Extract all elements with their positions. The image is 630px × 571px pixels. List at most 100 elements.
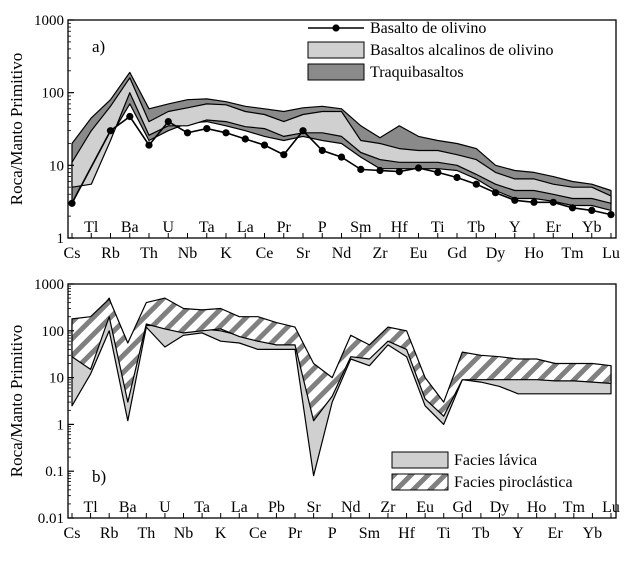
x-tick-label-Hf: Hf [391, 219, 409, 236]
data-point-Ho [530, 198, 538, 206]
x-tick-label-Sr: Sr [296, 245, 311, 262]
data-point-Nb [183, 129, 192, 137]
legend-band-swatch [391, 473, 449, 491]
x-tick-label-Dy: Dy [490, 499, 510, 516]
y-tick-label: 100 [42, 86, 65, 102]
legend-band-swatch [307, 63, 365, 81]
y-tick-label: 10 [49, 371, 64, 387]
y-tick-label: 10 [49, 158, 64, 174]
x-tick-label-Nb: Nb [178, 245, 198, 262]
x-tick-label-Pr: Pr [277, 219, 292, 236]
x-tick-label-Sr: Sr [307, 499, 322, 516]
band-2 [71, 297, 612, 422]
data-point-Ti [434, 168, 442, 176]
data-point-Cs [68, 199, 76, 207]
x-tick-label-La: La [237, 219, 254, 236]
data-point-Tb [472, 180, 480, 188]
series-line [71, 115, 612, 216]
data-point-K [222, 129, 230, 137]
x-tick-label-Tb: Tb [467, 219, 485, 236]
x-tick-label-Pr: Pr [288, 525, 303, 542]
panel-label: a) [92, 37, 105, 56]
x-tick-label-Gd: Gd [447, 245, 467, 262]
data-point-Sm [357, 165, 365, 173]
data-point-Tm [568, 204, 577, 212]
band-2 [71, 77, 612, 204]
y-tick-label: 0.1 [45, 464, 64, 480]
legend: Basalto de olivino Basaltos alcalinos de … [307, 20, 554, 81]
x-tick-label-K: K [220, 245, 232, 262]
x-tick-label-Rb: Rb [101, 245, 120, 262]
x-tick-label-Er: Er [546, 219, 562, 236]
x-tick-label-Ba: Ba [119, 499, 137, 516]
data-point-Dy [491, 189, 500, 197]
x-tick-label-Ti: Ti [437, 525, 451, 542]
data-point-Y [511, 196, 519, 204]
y-tick-label: 1 [57, 417, 65, 433]
x-tick-label-P: P [328, 525, 337, 542]
x-tick-label-Cs: Cs [64, 525, 81, 542]
x-tick-label-Dy: Dy [486, 245, 506, 262]
legend-label: Traquibasaltos [370, 64, 464, 81]
x-tick-label-Nd: Nd [341, 499, 361, 516]
data-point-Ta [203, 125, 211, 133]
data-point-Nd [337, 153, 346, 161]
x-tick-label-Yb: Yb [583, 525, 603, 542]
x-tick-label-Yb: Yb [582, 219, 602, 236]
x-tick-label-Sm: Sm [350, 219, 372, 236]
x-tick-label-Nd: Nd [332, 245, 352, 262]
legend-marker-swatch [332, 24, 340, 32]
legend-label: Facies piroclástica [454, 474, 573, 491]
x-tick-label-La: La [231, 499, 248, 516]
legend: Facies lávica Facies piroclástica [391, 451, 573, 491]
x-tick-label-Ho: Ho [524, 245, 544, 262]
data-point-Yb [588, 206, 596, 214]
x-tick-label-P: P [318, 219, 327, 236]
x-tick-label-Ce: Ce [256, 245, 274, 262]
x-tick-label-U: U [159, 499, 171, 516]
data-point-P [318, 146, 326, 155]
x-tick-label-Y: Y [512, 525, 524, 542]
panel-label: b) [92, 467, 106, 486]
x-tick-label-Tl: Tl [83, 499, 98, 516]
y-tick-label: 1000 [34, 13, 64, 29]
x-tick-label-Hf: Hf [398, 525, 416, 542]
legend-label: Facies lávica [454, 452, 537, 469]
y-tick-label: 1000 [34, 277, 64, 293]
x-tick-label-Eu: Eu [416, 499, 434, 516]
x-tick-label-Ba: Ba [121, 219, 139, 236]
legend-band-swatch [391, 451, 449, 469]
y-tick-label: 1 [57, 231, 65, 247]
x-tick-label-Sm: Sm [359, 525, 381, 542]
x-tick-label-Pb: Pb [268, 499, 285, 516]
y-tick-label: 0.01 [38, 511, 64, 527]
x-tick-label-Eu: Eu [410, 245, 428, 262]
y-axis-label: Roca/Manto Primitivo [7, 53, 26, 206]
data-point-Pr [280, 151, 288, 159]
x-tick-label-K: K [215, 525, 227, 542]
y-tick-label: 100 [42, 324, 65, 340]
x-tick-label-Th: Th [137, 525, 155, 542]
x-tick-label-Ho: Ho [527, 499, 547, 516]
plot-frame [67, 283, 617, 519]
legend-label: Basaltos alcalinos de olivino [370, 42, 554, 59]
x-tick-label-Ti: Ti [431, 219, 445, 236]
legend-label: Basalto de olivino [370, 20, 486, 37]
x-tick-label-Y: Y [509, 219, 521, 236]
x-tick-label-Th: Th [140, 245, 158, 262]
x-tick-label-Lu: Lu [602, 499, 620, 516]
data-point-Zr [376, 166, 384, 175]
x-tick-label-U: U [162, 219, 174, 236]
x-tick-label-Cs: Cs [64, 245, 81, 262]
x-tick-label-Tl: Tl [84, 219, 99, 236]
data-point-Rb [106, 127, 115, 135]
x-tick-label-Tm: Tm [561, 245, 584, 262]
x-tick-label-Er: Er [548, 525, 564, 542]
data-point-Gd [453, 173, 461, 182]
x-tick-label-Tm: Tm [563, 499, 586, 516]
x-tick-label-Ta: Ta [199, 219, 215, 236]
data-point-Eu [414, 164, 423, 172]
data-point-Th [145, 141, 153, 149]
